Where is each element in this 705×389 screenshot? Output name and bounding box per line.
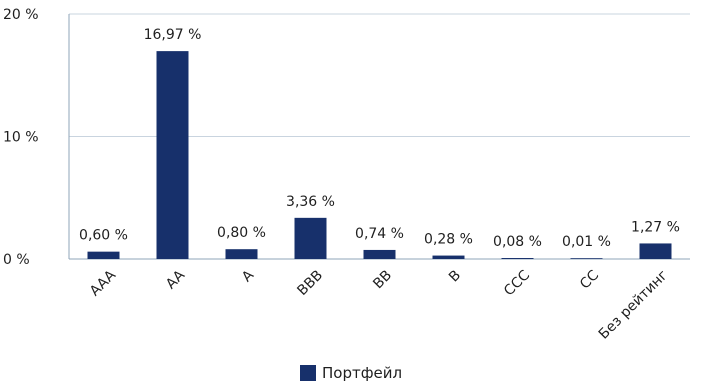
bar xyxy=(225,249,258,259)
data-label: 0,60 % xyxy=(79,228,128,244)
y-tick-label: 20 % xyxy=(3,7,39,23)
data-label: 0,80 % xyxy=(217,225,266,241)
legend-swatch xyxy=(300,365,316,381)
data-label: 0,08 % xyxy=(493,234,542,250)
data-label: 16,97 % xyxy=(144,27,202,43)
x-tick-label: BBB xyxy=(294,267,326,299)
y-tick-label: 0 % xyxy=(3,252,30,268)
data-label: 0,01 % xyxy=(562,234,611,250)
x-tick-label: BB xyxy=(370,267,395,292)
x-tick-label: CCC xyxy=(501,267,533,299)
y-tick-label: 10 % xyxy=(3,130,39,146)
bar xyxy=(156,51,189,260)
x-tick-label: AA xyxy=(163,267,188,292)
bars xyxy=(87,51,672,260)
bar xyxy=(570,258,603,259)
bar xyxy=(501,258,534,259)
data-label: 3,36 % xyxy=(286,194,335,210)
y-axis-tick-labels: 0 % 10 % 20 % xyxy=(3,7,39,268)
bar xyxy=(87,251,120,259)
legend-label: Портфейл xyxy=(322,364,403,382)
bar xyxy=(639,243,672,259)
x-tick-label: A xyxy=(239,267,257,285)
data-labels: 0,60 % 16,97 % 0,80 % 3,36 % 0,74 % 0,28 % 0,0… xyxy=(79,27,680,250)
data-label: 0,74 % xyxy=(355,226,404,242)
bar xyxy=(432,255,465,259)
data-label: 1,27 % xyxy=(631,219,680,235)
x-tick-label: B xyxy=(446,267,464,285)
x-tick-label: Без рейтинг xyxy=(596,267,671,342)
bar xyxy=(363,249,396,259)
x-tick-label: CC xyxy=(577,267,602,292)
bar xyxy=(294,217,327,259)
data-label: 0,28 % xyxy=(424,232,473,248)
legend: Портфейл xyxy=(300,364,402,382)
x-tick-label: AAA xyxy=(87,267,119,299)
